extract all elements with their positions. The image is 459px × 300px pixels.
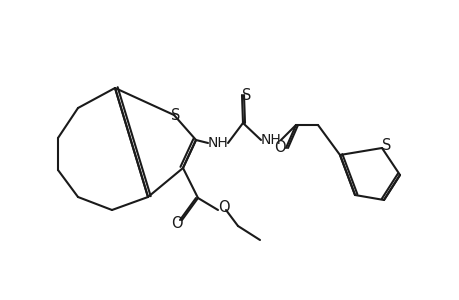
Text: O: O (171, 217, 182, 232)
Text: NH: NH (207, 136, 228, 150)
Text: NH: NH (260, 133, 281, 147)
Text: S: S (242, 88, 251, 103)
Text: S: S (171, 107, 180, 122)
Text: O: O (218, 200, 230, 214)
Text: S: S (381, 139, 391, 154)
Text: O: O (274, 140, 285, 155)
